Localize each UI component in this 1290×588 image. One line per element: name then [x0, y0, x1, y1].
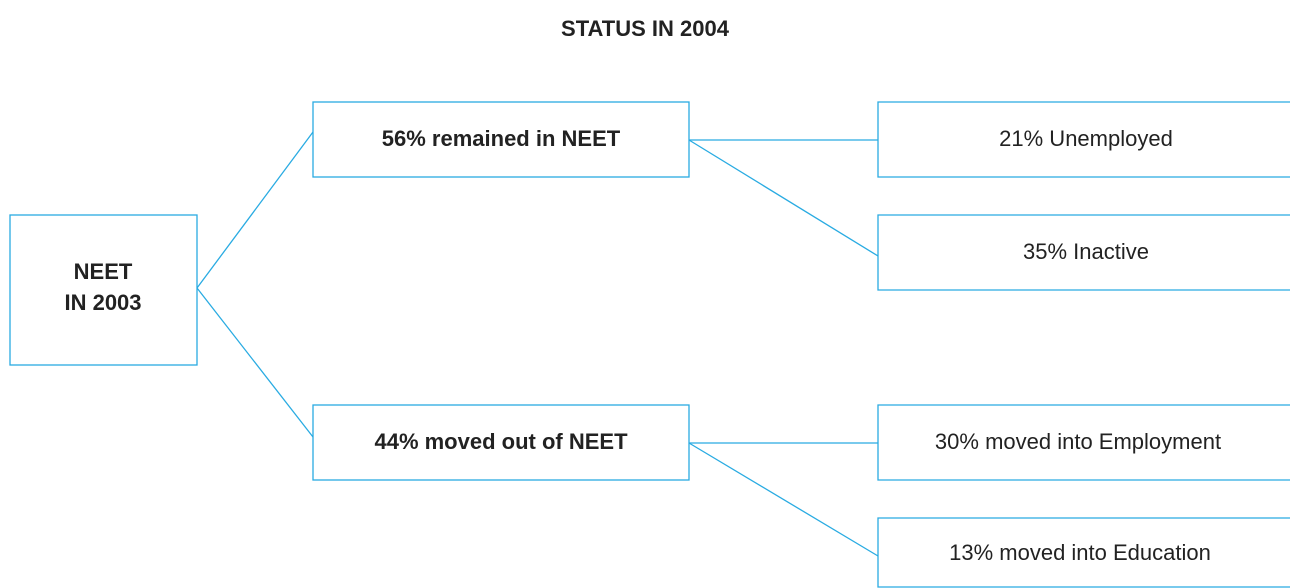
- node-box: [877, 404, 1290, 481]
- node-label: 21% Unemployed: [999, 126, 1173, 151]
- node-box: [312, 101, 690, 178]
- node-label: 13% moved into Education: [949, 540, 1211, 565]
- connector: [196, 131, 314, 289]
- connector: [196, 287, 314, 438]
- node-label: 44% moved out of NEET: [374, 429, 628, 454]
- node-box: [877, 214, 1290, 291]
- node-label: 30% moved into Employment: [935, 429, 1221, 454]
- node-box: [312, 404, 690, 481]
- node-label: NEET: [74, 259, 133, 284]
- node-box: [9, 214, 198, 366]
- diagram-title: STATUS IN 2004: [561, 16, 730, 41]
- node-box: [877, 101, 1290, 178]
- connector: [688, 139, 879, 257]
- node-label: IN 2003: [64, 290, 141, 315]
- node-label: 35% Inactive: [1023, 239, 1149, 264]
- connector: [688, 442, 879, 557]
- node-box: [877, 517, 1290, 588]
- node-label: 56% remained in NEET: [382, 126, 621, 151]
